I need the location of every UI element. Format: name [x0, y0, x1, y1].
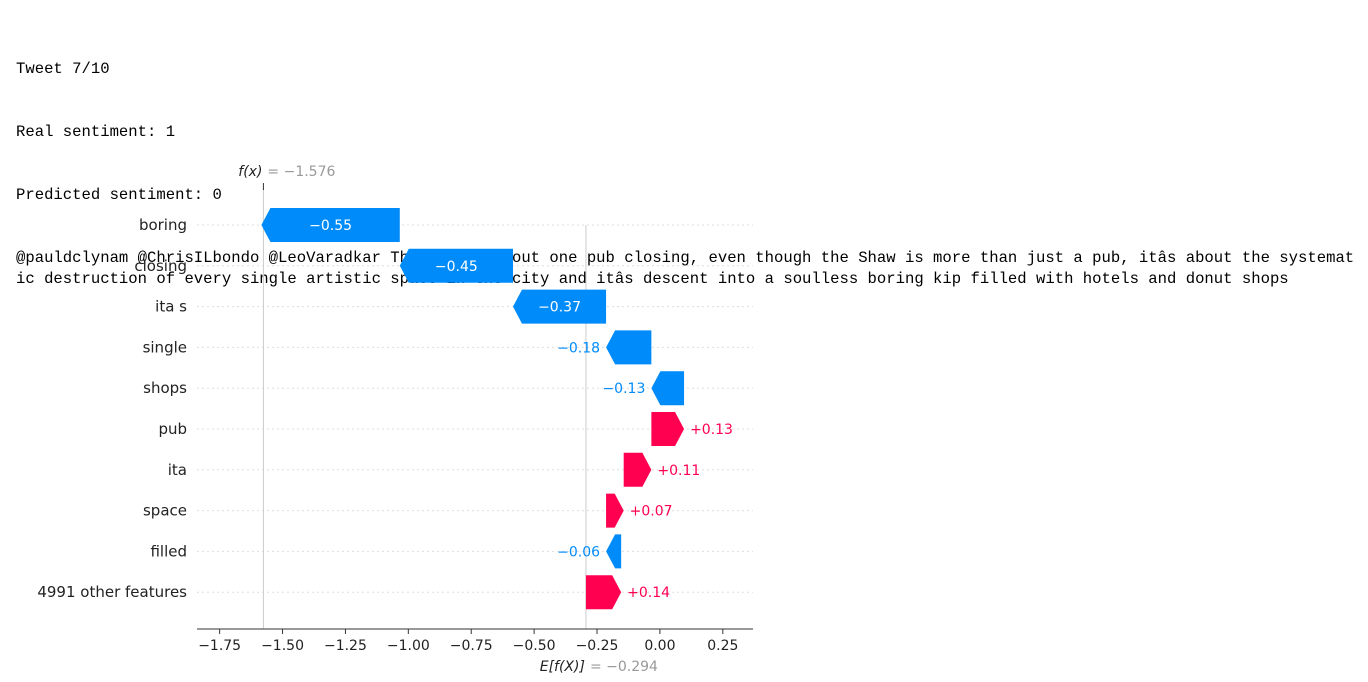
- feature-label: filled: [150, 542, 187, 560]
- x-tick-label: −0.50: [513, 638, 556, 654]
- value-label: +0.11: [657, 463, 700, 479]
- feature-label: ita: [168, 461, 187, 479]
- bar-closing: [399, 248, 513, 283]
- x-tick-label: −0.75: [450, 638, 493, 654]
- fx-label: f(x): [238, 164, 262, 180]
- feature-label: shops: [143, 379, 187, 397]
- bar-space: [606, 493, 624, 528]
- tweet-text: @pauldclynam @ChrisILbondo @LeoVaradkar …: [16, 249, 1355, 288]
- fx-value: = −1.576: [267, 164, 335, 180]
- value-label: −0.13: [602, 381, 645, 397]
- base-value: = −0.294: [590, 659, 658, 675]
- x-tick-label: −1.25: [324, 638, 367, 654]
- feature-label: space: [143, 502, 187, 520]
- tweet-counter: Tweet 7/10: [16, 60, 110, 78]
- value-label: −0.18: [557, 340, 600, 356]
- x-tick-label: 0.25: [707, 638, 738, 654]
- cell-output: Tweet 7/10 Real sentiment: 1 Predicted s…: [16, 17, 1361, 311]
- bar-ita: [623, 452, 652, 487]
- bar-filled: [606, 534, 622, 569]
- bar-shops: [651, 371, 685, 406]
- feature-label: single: [143, 338, 187, 356]
- value-label: +0.07: [630, 504, 673, 520]
- feature-label: boring: [139, 216, 187, 234]
- feature-label: ita s: [155, 298, 187, 316]
- value-label: −0.37: [538, 300, 581, 316]
- x-tick-label: −0.25: [576, 638, 619, 654]
- bar-4991-other-features: [585, 575, 622, 610]
- bar-single: [606, 330, 652, 365]
- x-tick-label: −1.75: [198, 638, 241, 654]
- value-label: +0.14: [627, 585, 670, 601]
- x-tick-label: −1.00: [387, 638, 430, 654]
- value-label: +0.13: [690, 422, 733, 438]
- base-label: E[f(X)]: [540, 659, 585, 675]
- feature-label: 4991 other features: [37, 583, 187, 601]
- real-sentiment: Real sentiment: 1: [16, 123, 176, 141]
- value-label: −0.06: [557, 544, 600, 560]
- feature-label: closing: [134, 257, 187, 275]
- value-label: −0.45: [435, 259, 478, 275]
- x-tick-label: −1.50: [261, 638, 304, 654]
- x-tick-label: 0.00: [644, 638, 675, 654]
- bar-ita-s: [512, 289, 607, 324]
- bar-boring: [261, 208, 400, 242]
- feature-label: pub: [158, 420, 187, 438]
- value-label: −0.55: [309, 218, 352, 234]
- shap-waterfall-chart: boring −0.55 closing −0.45 ita s −0.37 single −…: [37, 164, 753, 675]
- predicted-sentiment: Predicted sentiment: 0: [16, 186, 222, 204]
- bar-pub: [651, 412, 685, 446]
